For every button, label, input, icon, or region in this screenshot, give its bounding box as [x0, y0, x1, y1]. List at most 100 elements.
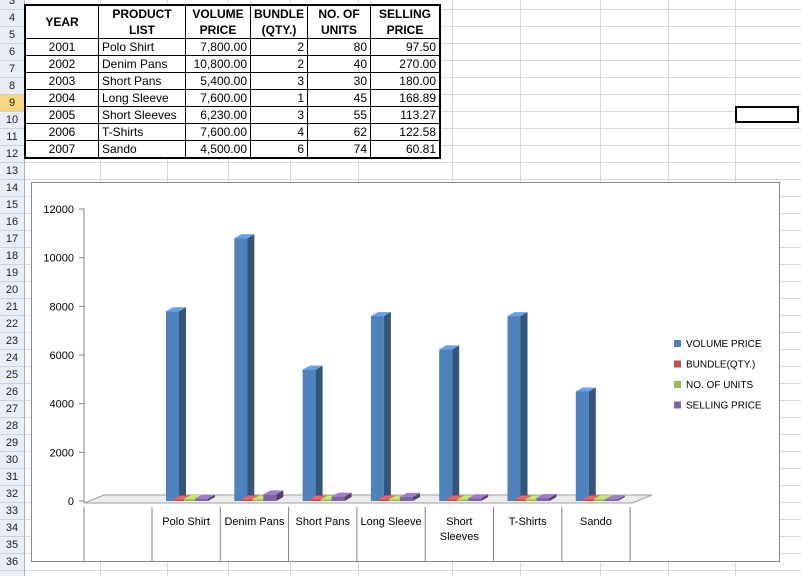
row-number[interactable]: 20 [0, 282, 24, 299]
bar [457, 499, 471, 501]
row-number[interactable]: 17 [0, 231, 24, 248]
row-number[interactable]: 11 [0, 129, 24, 146]
cell-bundle-qty[interactable]: 2 [250, 38, 308, 56]
cell-year[interactable]: 2007 [24, 140, 99, 159]
bar [593, 499, 607, 501]
row-number[interactable]: 26 [0, 384, 24, 401]
row-number[interactable]: 35 [0, 537, 24, 554]
cell-units[interactable]: 74 [307, 140, 371, 159]
cell-product[interactable]: Sando [98, 140, 186, 159]
cell-units[interactable]: 80 [307, 38, 371, 56]
row-number[interactable]: 15 [0, 197, 24, 214]
row-number[interactable]: 25 [0, 367, 24, 384]
cell-volume-price[interactable]: 10,800.00 [185, 55, 251, 73]
cell-product[interactable]: Denim Pans [98, 55, 186, 73]
y-tick-label: 6000 [50, 350, 74, 362]
column-header-units[interactable]: NO. OF [307, 4, 371, 22]
cell-bundle-qty[interactable]: 6 [250, 140, 308, 159]
row-number[interactable]: 34 [0, 520, 24, 537]
selected-cell[interactable] [735, 106, 799, 123]
cell-units[interactable]: 30 [307, 72, 371, 90]
row-number[interactable]: 24 [0, 350, 24, 367]
row-number[interactable]: 27 [0, 401, 24, 418]
row-number[interactable]: 31 [0, 469, 24, 486]
row-number[interactable]: 16 [0, 214, 24, 231]
row-number[interactable]: 5 [0, 27, 24, 44]
cell-product[interactable]: Short Sleeves [98, 106, 186, 124]
x-group-label: 2001 [174, 560, 198, 561]
row-number[interactable]: 4 [0, 10, 24, 27]
row-number[interactable]: 19 [0, 265, 24, 282]
cell-product[interactable]: T-Shirts [98, 123, 186, 141]
row-number[interactable]: 8 [0, 78, 24, 95]
cell-bundle-qty[interactable]: 3 [250, 72, 308, 90]
y-tick-label: 10000 [43, 253, 74, 265]
cell-volume-price[interactable]: 7,600.00 [185, 123, 251, 141]
row-number[interactable]: 36 [0, 554, 24, 571]
bar-top [575, 387, 596, 392]
row-number[interactable]: 6 [0, 44, 24, 61]
cell-selling-price[interactable]: 168.89 [370, 89, 441, 107]
column-header-bundle-qty[interactable]: (QTY.) [250, 22, 308, 39]
column-header-bundle-qty[interactable]: BUNDLE [250, 4, 308, 22]
row-number[interactable]: 18 [0, 248, 24, 265]
cell-bundle-qty[interactable]: 4 [250, 123, 308, 141]
cell-units[interactable]: 55 [307, 106, 371, 124]
row-number[interactable]: 28 [0, 418, 24, 435]
cell-volume-price[interactable]: 4,500.00 [185, 140, 251, 159]
row-number[interactable]: 29 [0, 435, 24, 452]
column-header-volume-price[interactable]: VOLUME [185, 4, 251, 22]
bar [370, 316, 384, 501]
column-header-units[interactable]: UNITS [307, 22, 371, 39]
cell-selling-price[interactable]: 97.50 [370, 38, 441, 56]
cell-product[interactable]: Polo Shirt [98, 38, 186, 56]
row-number[interactable]: 33 [0, 503, 24, 520]
cell-units[interactable]: 62 [307, 123, 371, 141]
cell-product[interactable]: Long Sleeve [98, 89, 186, 107]
cell-selling-price[interactable]: 113.27 [370, 106, 441, 124]
x-tick-label: Sleeves [440, 531, 480, 543]
cell-bundle-qty[interactable]: 3 [250, 106, 308, 124]
row-number[interactable]: 22 [0, 316, 24, 333]
column-header-product[interactable]: LIST [98, 22, 186, 39]
cell-bundle-qty[interactable]: 2 [250, 55, 308, 73]
column-header-product[interactable]: PRODUCT [98, 4, 186, 22]
bar [536, 498, 550, 501]
cell-selling-price[interactable]: 270.00 [370, 55, 441, 73]
cell-year[interactable]: 2001 [24, 38, 99, 56]
chart[interactable]: 0 2000 4000 6000 8000 10000 12000 Polo Shirt 200… [31, 182, 780, 562]
row-number[interactable]: 12 [0, 146, 24, 163]
cell-units[interactable]: 45 [307, 89, 371, 107]
row-number[interactable]: 21 [0, 299, 24, 316]
row-number[interactable]: 7 [0, 61, 24, 78]
row-number[interactable]: 14 [0, 180, 24, 197]
column-header-selling-price[interactable]: PRICE [370, 22, 441, 39]
cell-year[interactable]: 2003 [24, 72, 99, 90]
row-number[interactable]: 9 [0, 95, 24, 112]
x-tick-label: Polo Shirt [162, 516, 210, 528]
column-header-year[interactable]: YEAR [24, 4, 99, 39]
cell-units[interactable]: 40 [307, 55, 371, 73]
cell-selling-price[interactable]: 180.00 [370, 72, 441, 90]
column-header-volume-price[interactable]: PRICE [185, 22, 251, 39]
cell-volume-price[interactable]: 5,400.00 [185, 72, 251, 90]
row-number[interactable]: 10 [0, 112, 24, 129]
cell-volume-price[interactable]: 7,600.00 [185, 89, 251, 107]
cell-product[interactable]: Short Pans [98, 72, 186, 90]
cell-year[interactable]: 2002 [24, 55, 99, 73]
row-number[interactable]: 23 [0, 333, 24, 350]
cell-year[interactable]: 2005 [24, 106, 99, 124]
row-number[interactable]: 13 [0, 163, 24, 180]
row-number[interactable]: 3 [0, 0, 24, 10]
cell-bundle-qty[interactable]: 1 [250, 89, 308, 107]
cell-year[interactable]: 2004 [24, 89, 99, 107]
data-table: YEAR PRODUCT VOLUME BUNDLE NO. OF SELLING LIST… [24, 4, 441, 159]
cell-selling-price[interactable]: 60.81 [370, 140, 441, 159]
cell-selling-price[interactable]: 122.58 [370, 123, 441, 141]
cell-year[interactable]: 2006 [24, 123, 99, 141]
cell-volume-price[interactable]: 7,800.00 [185, 38, 251, 56]
row-number[interactable]: 32 [0, 486, 24, 503]
row-number[interactable]: 30 [0, 452, 24, 469]
column-header-selling-price[interactable]: SELLING [370, 4, 441, 22]
cell-volume-price[interactable]: 6,230.00 [185, 106, 251, 124]
